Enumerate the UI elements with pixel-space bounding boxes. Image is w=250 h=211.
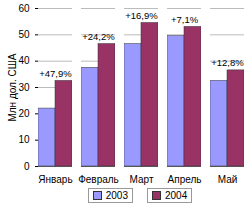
svg-text:+47,9%: +47,9%: [39, 68, 72, 79]
svg-text:+24,2%: +24,2%: [82, 31, 115, 42]
html-text:2003: 2003: [105, 190, 128, 201]
svg-text:+12,8%: +12,8%: [211, 57, 244, 68]
svg-text:Март: Март: [130, 174, 154, 185]
svg-text:+7,1%: +7,1%: [171, 14, 199, 25]
svg-text:Млн дол. США: Млн дол. США: [7, 53, 18, 121]
svg-text:30: 30: [18, 82, 30, 93]
svg-text:Май: Май: [218, 174, 238, 185]
svg-text:Январь: Январь: [38, 174, 72, 185]
svg-text:+16,9%: +16,9%: [125, 10, 158, 21]
svg-text:10: 10: [18, 134, 30, 145]
svg-text:Апрель: Апрель: [168, 174, 202, 185]
svg-text:60: 60: [18, 3, 30, 14]
svg-text:50: 50: [18, 29, 30, 40]
svg-text:20: 20: [18, 108, 30, 119]
html-text:2004: 2004: [165, 190, 188, 201]
svg-text:0: 0: [24, 161, 30, 172]
svg-text:Февраль: Февраль: [78, 174, 119, 185]
svg-text:40: 40: [18, 55, 30, 66]
